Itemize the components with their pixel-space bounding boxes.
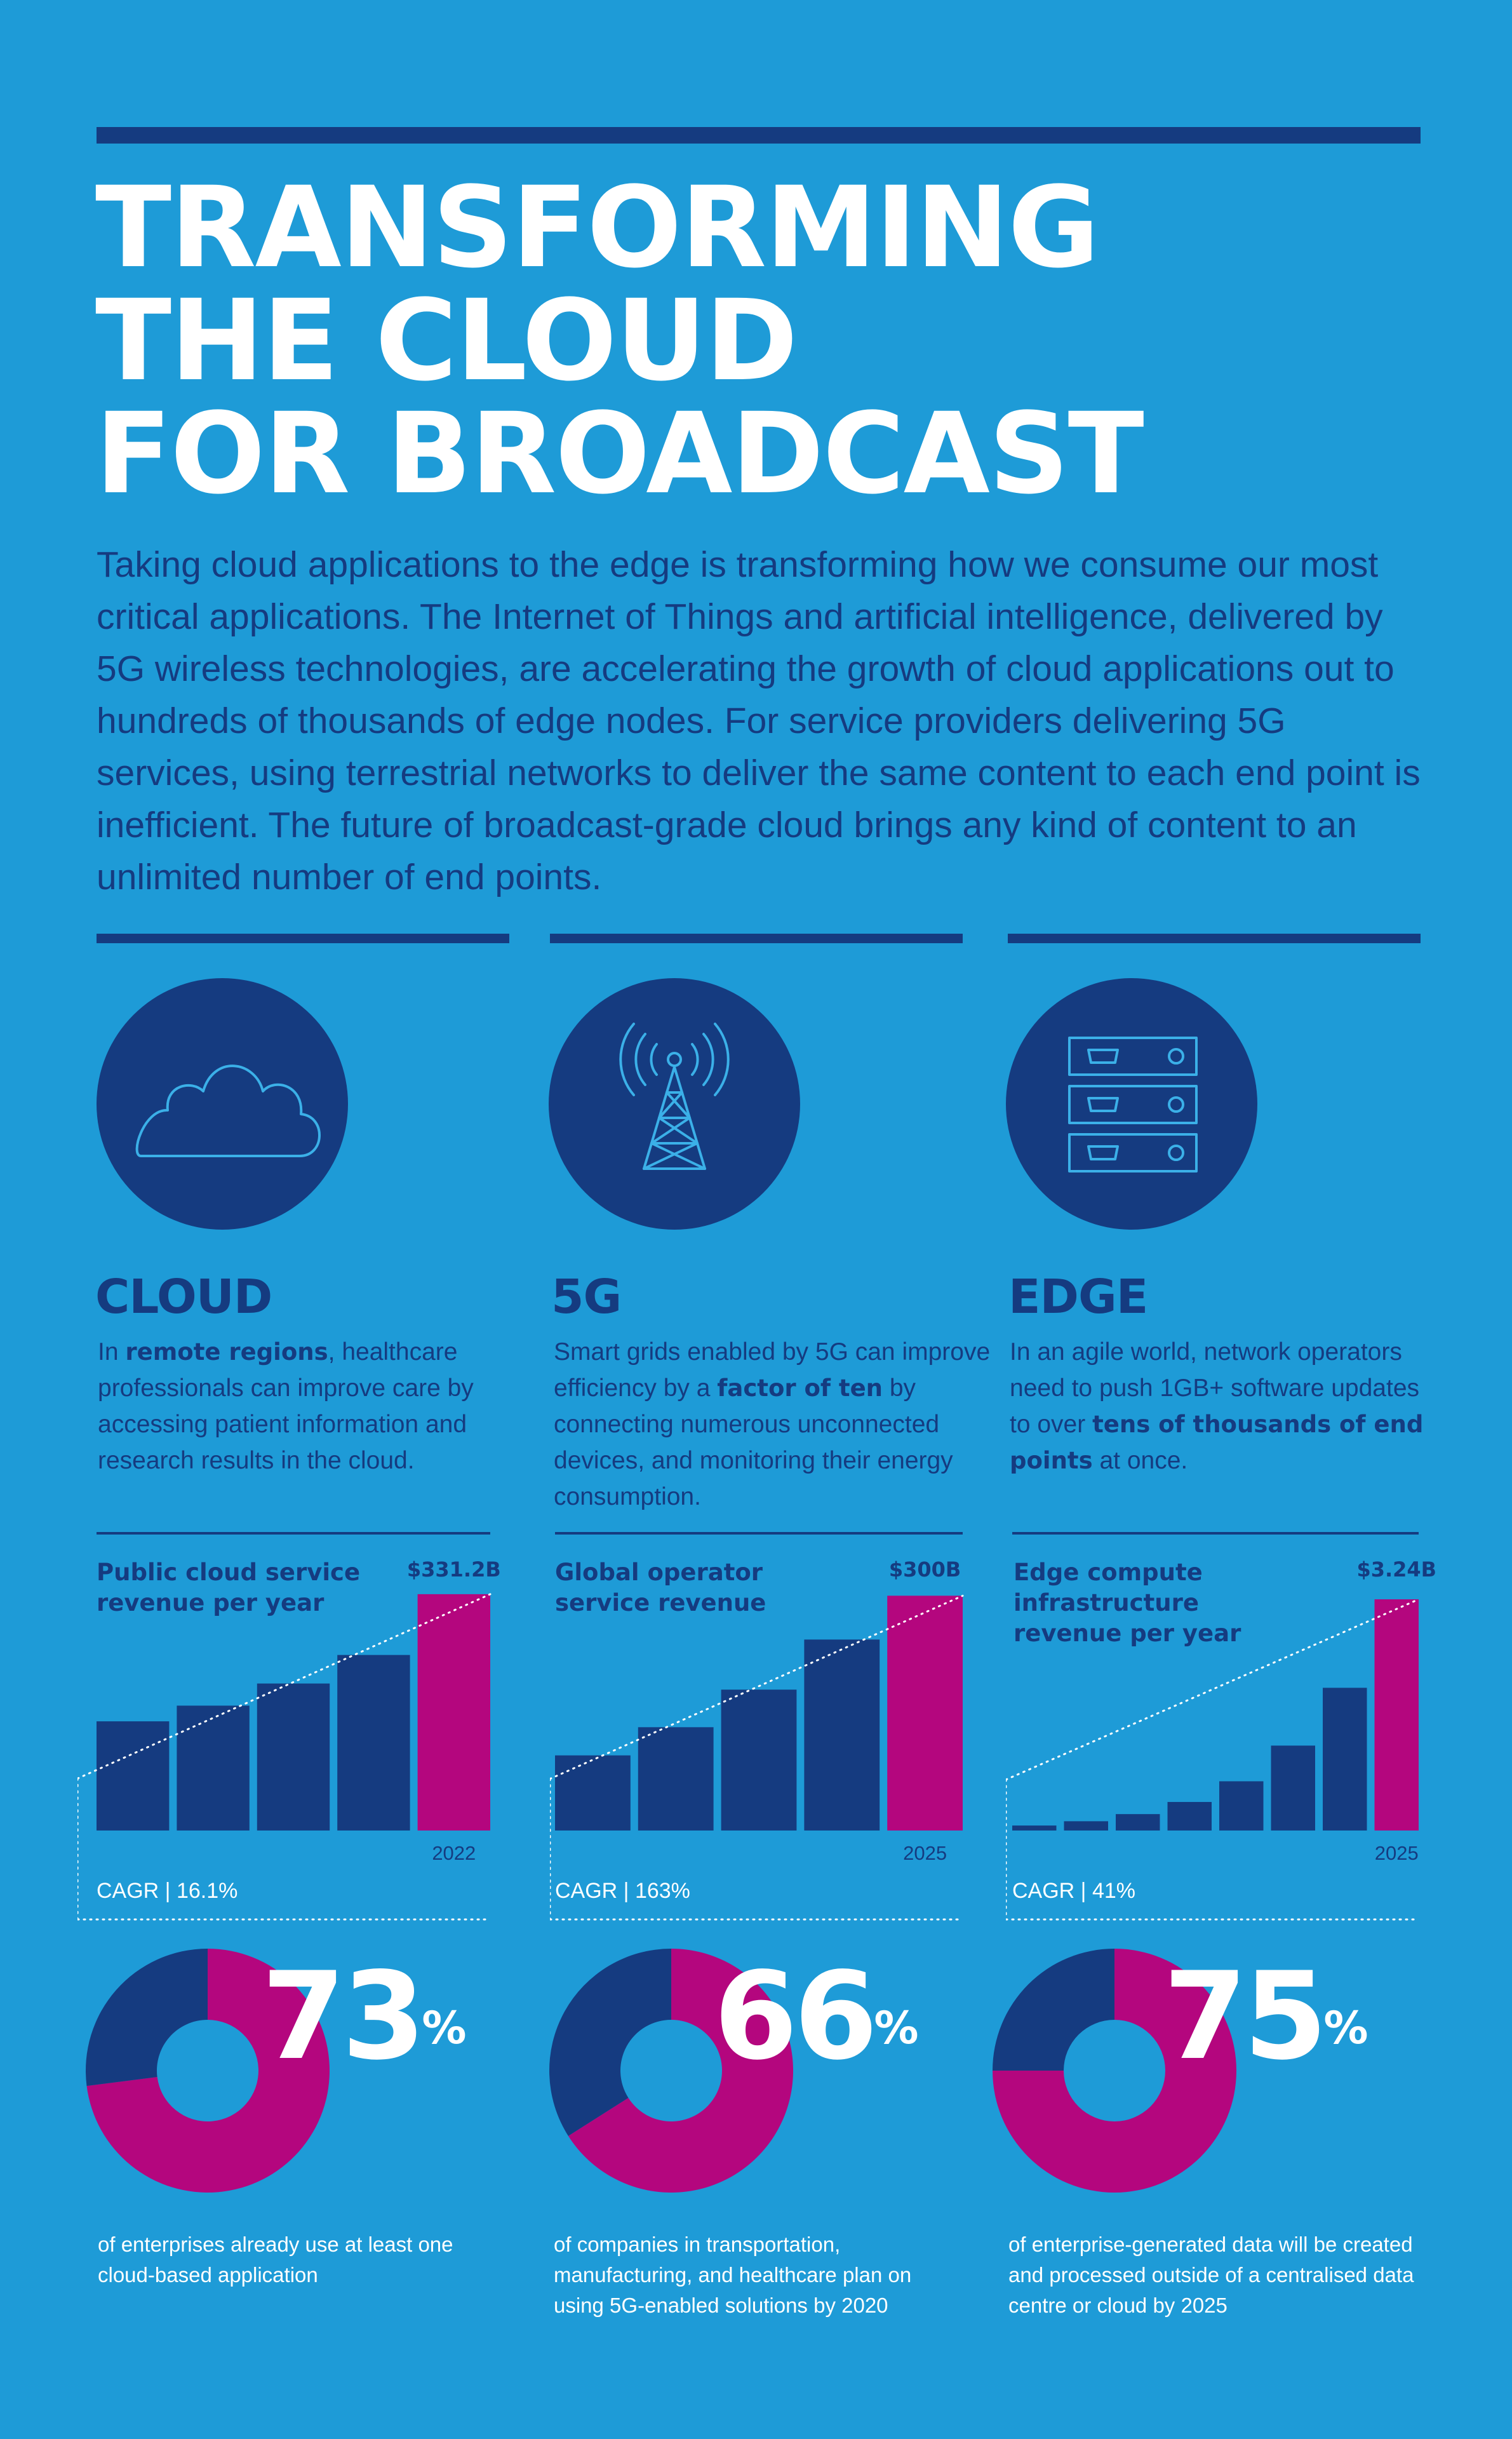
desc-text: at once. — [1092, 1447, 1188, 1474]
note-5g: of companies in transportation, manufact… — [554, 2233, 912, 2317]
percent-value: 73% — [262, 1956, 467, 2077]
percent-number: 73 — [262, 1946, 425, 2086]
donut-svg — [549, 1949, 793, 2193]
percent-value: 75% — [1163, 1956, 1368, 2077]
bar — [177, 1705, 250, 1831]
percent-value: 66% — [714, 1956, 919, 2077]
heading-cloud: CLOUD — [95, 1270, 272, 1324]
title-line-3: FOR BROADCAST — [95, 389, 1144, 519]
heading-edge: EDGE — [1008, 1270, 1148, 1324]
donut-chart-5g: 66% — [547, 1944, 919, 2223]
bar — [1012, 1825, 1057, 1831]
percent-number: 75 — [1163, 1946, 1327, 2086]
note-edge: of enterprise-generated data will be cre… — [1008, 2233, 1414, 2317]
title-line-2: THE CLOUD — [95, 276, 798, 406]
percent-sign: % — [1323, 2002, 1368, 2054]
desc-text: In — [98, 1338, 126, 1366]
bar-chart-svg — [77, 1532, 492, 1921]
bar — [887, 1596, 963, 1831]
bar — [638, 1727, 714, 1831]
bar — [1323, 1688, 1367, 1831]
chart-title: Edge compute infrastructure revenue per … — [1014, 1559, 1241, 1647]
bar — [1271, 1745, 1315, 1831]
server-rack-icon — [1068, 1037, 1198, 1172]
bar — [97, 1721, 170, 1831]
highlight-value-label: $3.24B — [1356, 1557, 1437, 1582]
bar-chart-edge: Edge compute infrastructure revenue per … — [1006, 1531, 1436, 1925]
intro-paragraph: Taking cloud applications to the edge is… — [97, 544, 1421, 897]
desc-text: In an agile world, network operators nee… — [1010, 1338, 1420, 1438]
highlight-value-label: $300B — [888, 1557, 961, 1582]
donut-slice — [86, 1949, 330, 2193]
note-cloud: of enterprises already use at least one … — [98, 2233, 453, 2287]
edge-circle — [1006, 978, 1257, 1230]
donut-svg — [993, 1949, 1236, 2193]
percent-number: 66 — [714, 1946, 878, 2086]
donut-chart-edge: 75% — [991, 1944, 1368, 2223]
donut-chart-cloud: 73% — [84, 1944, 467, 2223]
cagr-label: CAGR | 163% — [555, 1879, 690, 1903]
5g-circle — [549, 978, 800, 1230]
percent-sign: % — [874, 2002, 919, 2054]
bar — [1167, 1802, 1212, 1831]
column-rule-5g — [550, 934, 963, 943]
end-year-label: 2025 — [1374, 1842, 1419, 1864]
end-year-label: 2025 — [903, 1842, 947, 1864]
bar — [555, 1755, 631, 1831]
bar — [1064, 1821, 1108, 1831]
chart-title: Global operator service revenue — [555, 1559, 766, 1616]
cagr-label: CAGR | 41% — [1012, 1879, 1136, 1903]
column-rule-cloud — [97, 934, 509, 943]
bar-chart-svg — [550, 1532, 964, 1921]
bar — [1374, 1599, 1419, 1831]
column-rule-edge — [1008, 934, 1421, 943]
desc-5g: Smart grids enabled by 5G can improve ef… — [554, 1334, 998, 1515]
end-year-label: 2022 — [432, 1842, 476, 1864]
bar — [417, 1594, 490, 1831]
cloud-icon — [135, 1065, 321, 1157]
cagr-label: CAGR | 16.1% — [97, 1879, 238, 1903]
heading-5g: 5G — [551, 1270, 622, 1324]
bar — [1219, 1781, 1264, 1831]
cloud-circle — [97, 978, 348, 1230]
antenna-tower-icon — [619, 1023, 730, 1170]
chart-title: Public cloud service revenue per year — [97, 1559, 361, 1616]
bar — [721, 1690, 797, 1831]
donut-slice — [993, 1949, 1114, 2071]
donut-svg — [86, 1949, 330, 2193]
desc-emphasis: remote regions — [125, 1338, 328, 1366]
bar — [1116, 1814, 1160, 1831]
desc-text: , healthcare professionals can improve c… — [98, 1338, 474, 1474]
bar — [804, 1639, 880, 1831]
desc-cloud: In remote regions, healthcare profession… — [98, 1334, 504, 1479]
bar-chart-5g: Global operator service revenue $300B 20… — [550, 1531, 969, 1925]
donut-slice — [993, 1949, 1236, 2193]
desc-edge: In an agile world, network operators nee… — [1010, 1334, 1442, 1479]
trend-line — [77, 1593, 492, 1780]
title-line-1: TRANSFORMING — [95, 163, 1100, 293]
donut-slice — [86, 1949, 208, 2086]
donut-slice — [568, 1949, 793, 2193]
desc-emphasis: tens of thousands of end points — [1010, 1411, 1424, 1474]
bar-chart-cloud: Public cloud service revenue per year $3… — [77, 1531, 501, 1925]
bar-chart-svg — [1006, 1532, 1420, 1921]
donut-slice — [549, 1949, 671, 2136]
trend-line — [550, 1594, 964, 1780]
highlight-value-label: $331.2B — [406, 1557, 501, 1582]
page-title: TRANSFORMING THE CLOUD FOR BROADCAST — [95, 171, 1461, 511]
bar — [337, 1655, 410, 1831]
desc-text: by connecting numerous unconnected devic… — [554, 1374, 953, 1510]
bar — [257, 1683, 330, 1831]
trend-line — [1006, 1598, 1420, 1781]
top-rule — [97, 127, 1421, 144]
desc-text: Smart grids enabled by 5G can improve ef… — [554, 1338, 991, 1402]
desc-emphasis: factor of ten — [717, 1374, 883, 1402]
percent-sign: % — [422, 2002, 467, 2054]
